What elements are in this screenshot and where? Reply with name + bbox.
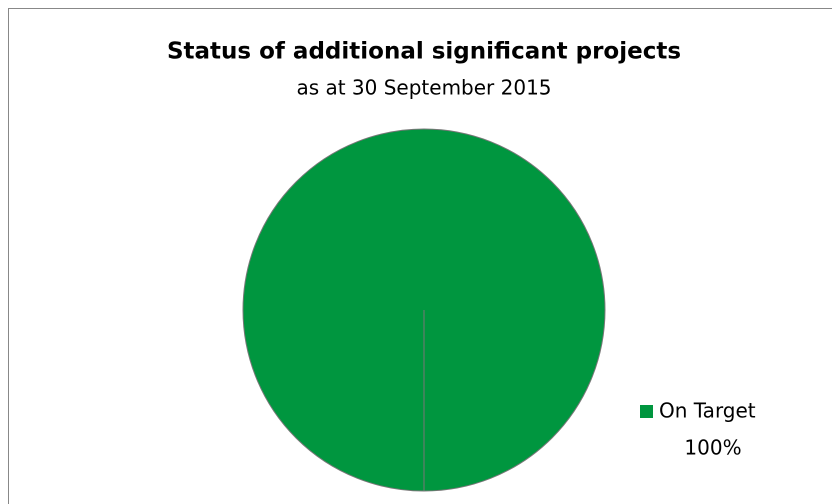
chart-title: Status of additional significant project… (167, 39, 681, 65)
value-label: 100% (684, 436, 741, 460)
legend-label: On Target (659, 399, 756, 423)
legend-swatch (640, 405, 653, 418)
chart-subtitle: as at 30 September 2015 (296, 76, 551, 100)
